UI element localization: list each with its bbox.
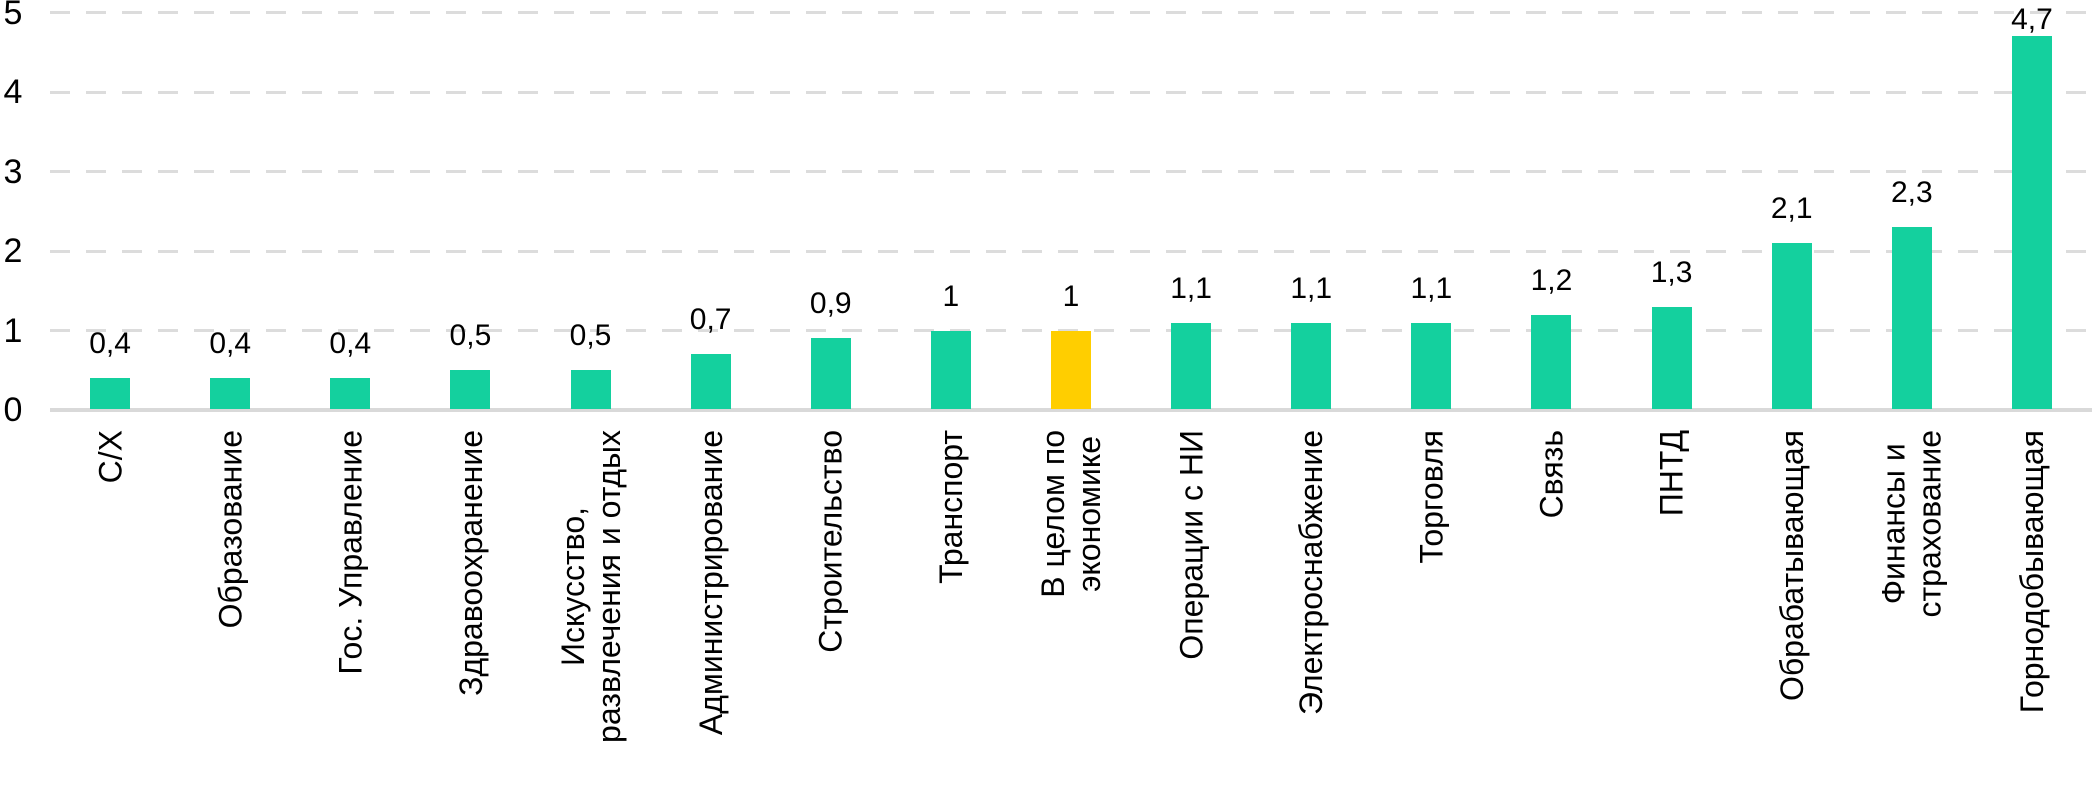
category-label: ПНТД: [1653, 430, 1690, 517]
category-cell: В целом по экономике: [1011, 410, 1131, 801]
category-cell: Финансы и страхование: [1852, 410, 1972, 801]
bar: [1651, 306, 1692, 409]
category-label: Гос. Управление: [332, 430, 369, 675]
category-cell: Обрабатывающая: [1732, 410, 1852, 801]
category-cell: Администрирование: [651, 410, 771, 801]
bar: [1411, 322, 1452, 409]
category-label: Финансы и страхование: [1875, 430, 1948, 618]
bar: [330, 378, 371, 409]
bar: [1531, 314, 1572, 409]
category-cell: Гос. Управление: [290, 410, 410, 801]
category-label: Электроснабжение: [1293, 430, 1330, 715]
gridline: [50, 249, 2092, 253]
value-label: 2,1: [1770, 192, 1813, 226]
y-tick-label: 4: [3, 73, 23, 111]
bar: [1771, 243, 1812, 409]
bar: [690, 354, 731, 409]
bar: [90, 378, 131, 409]
value-label: 1: [942, 279, 960, 313]
value-label: 0,7: [689, 303, 732, 337]
value-label: 0,4: [209, 327, 252, 361]
y-tick-label: 2: [3, 232, 23, 270]
category-cell: Строительство: [771, 410, 891, 801]
category-cell: Электроснабжение: [1251, 410, 1371, 801]
gridline: [50, 170, 2092, 173]
category-label: В целом по экономике: [1035, 430, 1107, 598]
bar: [1171, 322, 1212, 409]
value-label: 0,4: [329, 327, 372, 361]
bar: [1891, 227, 1932, 409]
category-cell: С/Х: [50, 410, 170, 801]
value-label: 1: [1062, 279, 1080, 313]
category-cell: Операции с НИ: [1131, 410, 1251, 801]
category-label: С/Х: [92, 430, 129, 484]
value-label: 1,1: [1170, 271, 1212, 305]
gridline: [50, 11, 2092, 14]
y-tick-label: 1: [3, 311, 23, 350]
category-label: Торговля: [1413, 430, 1450, 564]
value-label: 4,7: [2011, 3, 2053, 36]
bar: [1291, 322, 1332, 409]
y-tick-label: 5: [3, 0, 23, 32]
value-label: 0,5: [449, 319, 492, 353]
category-label: Строительство: [812, 430, 849, 653]
y-tick-label: 3: [3, 152, 23, 191]
category-cell: Образование: [170, 410, 290, 801]
value-label: 0,4: [89, 327, 131, 361]
gridline: [50, 90, 2092, 94]
category-label: Искусство, развлечения и отдых: [554, 430, 627, 743]
category-cell: Искусство, развлечения и отдых: [530, 410, 650, 801]
category-label: Администрирование: [692, 430, 729, 736]
value-label: 0,5: [569, 319, 612, 353]
bar: [810, 338, 851, 409]
category-label: Операции с НИ: [1173, 430, 1210, 660]
value-label: 1,1: [1410, 271, 1453, 305]
value-label: 1,2: [1530, 263, 1573, 297]
category-label: Обрабатывающая: [1773, 430, 1810, 702]
value-label: 0,9: [809, 287, 852, 321]
category-cell: Связь: [1491, 410, 1611, 801]
category-cell: Горнодобывающая: [1972, 410, 2092, 801]
bar: [210, 378, 251, 409]
category-cell: ПНТД: [1612, 410, 1732, 801]
category-label: Здравоохранение: [452, 430, 489, 696]
x-axis-line: [50, 408, 2092, 412]
category-label: Связь: [1533, 430, 1570, 519]
y-tick-label: 0: [3, 391, 23, 429]
category-label: Горнодобывающая: [2013, 430, 2050, 714]
category-label: Образование: [212, 430, 249, 629]
bar-highlighted: [1051, 330, 1091, 409]
bar: [2011, 36, 2052, 409]
category-label: Транспорт: [932, 430, 969, 584]
value-label: 1,1: [1290, 271, 1333, 305]
category-cell: Здравоохранение: [410, 410, 530, 801]
category-cell: Транспорт: [891, 410, 1011, 801]
value-label: 2,3: [1890, 176, 1933, 210]
bar: [450, 370, 491, 409]
category-cell: Торговля: [1371, 410, 1491, 801]
bar: [570, 370, 611, 409]
value-label: 1,3: [1650, 255, 1693, 289]
bar: [930, 330, 971, 409]
